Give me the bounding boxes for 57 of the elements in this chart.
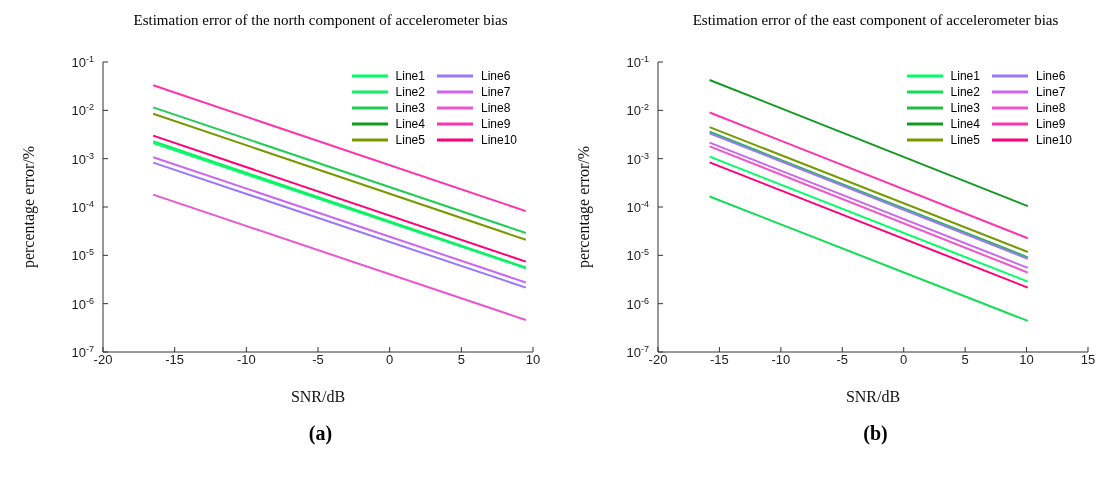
y-tick-label: 10$^{-2}$ <box>626 102 649 119</box>
y-axis-title: percentage error/% <box>19 145 38 269</box>
y-tick-label: 10$^{-1}$ <box>71 54 94 70</box>
legend-label: Line10 <box>480 133 517 147</box>
x-tick-label: -5 <box>836 352 849 368</box>
legend-label: Line8 <box>480 101 511 115</box>
y-tick-label: 10$^{-2}$ <box>71 102 94 119</box>
legend-label: Line4 <box>950 117 980 131</box>
x-tick-label: 0 <box>386 352 394 368</box>
legend-label: Line9 <box>1035 117 1066 131</box>
x-tick-label: 10 <box>1019 352 1034 368</box>
x-tick-label: -5 <box>312 352 324 368</box>
legend-label: Line3 <box>950 101 980 115</box>
y-tick-label: 10$^{-5}$ <box>71 247 94 264</box>
y-tick-label: 10$^{-7}$ <box>71 344 94 360</box>
x-tick-label: -15 <box>710 352 729 368</box>
legend-label: Line3 <box>395 101 425 115</box>
x-tick-label: 15 <box>1080 352 1096 368</box>
y-tick-label: 10$^{-5}$ <box>626 247 649 264</box>
text: (b) <box>862 422 889 445</box>
chart-title: Estimation error of the north component of accelerometer bias <box>132 12 509 30</box>
legend-label: Line1 <box>950 69 980 83</box>
x-tick-label: -15 <box>165 352 185 368</box>
x-tick-label: 5 <box>961 352 969 368</box>
legend-label: Line7 <box>480 85 511 99</box>
text: (a) <box>307 422 334 445</box>
x-tick-label: -20 <box>648 352 668 368</box>
legend-label: Line8 <box>1035 101 1066 115</box>
y-tick-label: 10$^{-7}$ <box>626 344 649 360</box>
y-tick-label: 10$^{-3}$ <box>626 150 649 167</box>
legend-label: Line1 <box>395 69 425 83</box>
legend-label: Line5 <box>395 133 425 147</box>
chart-title: Estimation error of the east component of accelerometer bias <box>691 12 1060 30</box>
y-tick-label: 10$^{-4}$ <box>626 199 649 215</box>
legend-label: Line5 <box>950 133 980 147</box>
x-axis-title: SNR/dB <box>290 388 346 405</box>
legend-label: Line6 <box>480 69 511 83</box>
legend-label: Line4 <box>395 117 425 131</box>
y-tick-label: 10$^{-6}$ <box>626 295 649 312</box>
x-tick-label: -20 <box>93 352 113 368</box>
legend-label: Line6 <box>1035 69 1066 83</box>
y-tick-label: 10$^{-4}$ <box>71 199 94 215</box>
y-tick-label: 10$^{-3}$ <box>71 150 94 167</box>
legend-label: Line10 <box>1035 133 1072 147</box>
x-axis-title: SNR/dB <box>845 388 901 405</box>
y-tick-label: 10$^{-1}$ <box>626 54 649 70</box>
x-tick-label: 10 <box>525 352 541 368</box>
legend-label: Line2 <box>950 85 980 99</box>
legend-label: Line7 <box>1035 85 1066 99</box>
y-tick-label: 10$^{-6}$ <box>71 295 94 312</box>
x-tick-label: -10 <box>236 352 256 368</box>
legend-label: Line2 <box>395 85 425 99</box>
y-axis-title: percentage error/% <box>574 145 593 269</box>
legend-label: Line9 <box>480 117 511 131</box>
x-tick-label: 0 <box>900 352 908 368</box>
x-tick-label: -10 <box>771 352 791 368</box>
x-tick-label: 5 <box>457 352 465 368</box>
